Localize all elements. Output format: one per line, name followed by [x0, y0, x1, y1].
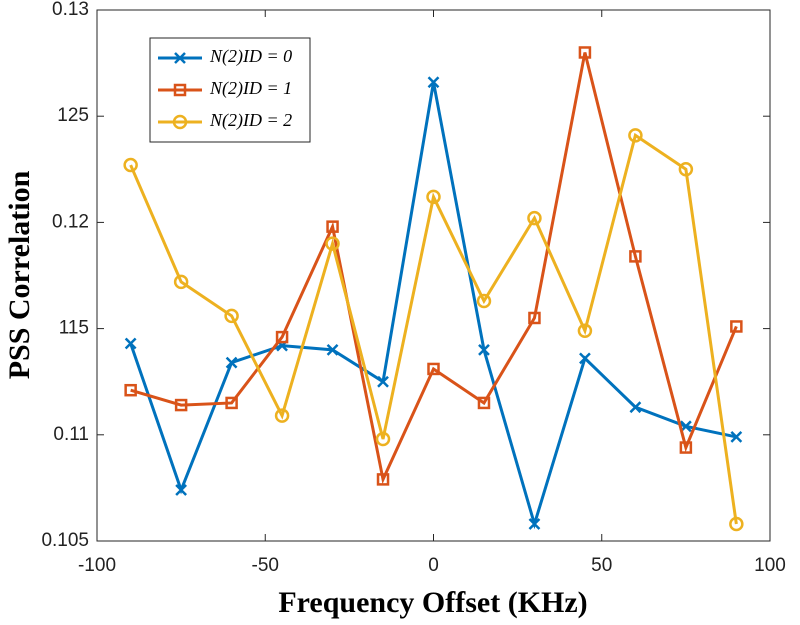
marker: [528, 311, 541, 325]
series-line: [130, 52, 738, 485]
legend: N(2)ID = 0 N(2)ID = 1 N(2)ID = 2: [149, 37, 311, 143]
x-tick-label: 0: [428, 555, 439, 576]
marker: [124, 337, 137, 350]
marker: [730, 431, 743, 443]
marker: [427, 76, 440, 89]
legend-label: N(2)ID = 2: [209, 110, 292, 131]
marker: [224, 308, 239, 324]
marker: [376, 473, 390, 486]
marker: [173, 274, 189, 290]
marker: [326, 220, 339, 233]
y-tick-label: 0.11: [53, 424, 89, 445]
marker: [175, 484, 188, 496]
marker: [124, 383, 137, 397]
y-tick-label: 0.12: [52, 211, 89, 232]
marker: [274, 408, 290, 423]
marker: [478, 343, 490, 356]
marker: [225, 396, 238, 410]
marker: [527, 210, 542, 226]
marker: [275, 330, 289, 344]
marker: [375, 431, 391, 447]
marker: [172, 114, 188, 130]
marker: [528, 518, 541, 530]
x-tick-label: 50: [591, 555, 612, 576]
y-tick-label: 115: [59, 318, 89, 339]
marker: [729, 516, 744, 532]
marker: [730, 320, 743, 333]
y-axis-label: PSS Correlation: [3, 170, 36, 379]
marker: [426, 189, 441, 205]
marker: [326, 343, 339, 356]
legend-label: N(2)ID = 0: [209, 46, 292, 67]
marker: [174, 398, 188, 412]
marker: [427, 362, 440, 376]
marker: [225, 356, 238, 369]
marker: [678, 162, 694, 177]
y-tick-label: 0.105: [41, 530, 89, 551]
marker: [476, 293, 492, 309]
x-tick-label: -50: [252, 555, 279, 576]
legend-label: N(2)ID = 1: [209, 78, 292, 99]
marker: [629, 401, 642, 414]
marker: [578, 46, 592, 59]
marker: [174, 52, 186, 64]
marker: [577, 323, 593, 338]
x-axis-label: Frequency Offset (KHz): [278, 586, 587, 619]
marker: [628, 128, 643, 143]
marker: [377, 375, 389, 388]
marker: [325, 236, 340, 251]
y-tick-label: 0.13: [52, 0, 89, 20]
marker: [679, 441, 693, 454]
marker: [123, 157, 138, 173]
series-line: [129, 132, 738, 525]
marker: [477, 396, 491, 410]
x-tick-label: 100: [754, 555, 786, 576]
marker: [579, 352, 591, 365]
marker: [173, 83, 187, 97]
marker: [629, 250, 642, 263]
x-tick-label: -100: [78, 555, 116, 576]
y-tick-label: 125: [57, 105, 89, 126]
